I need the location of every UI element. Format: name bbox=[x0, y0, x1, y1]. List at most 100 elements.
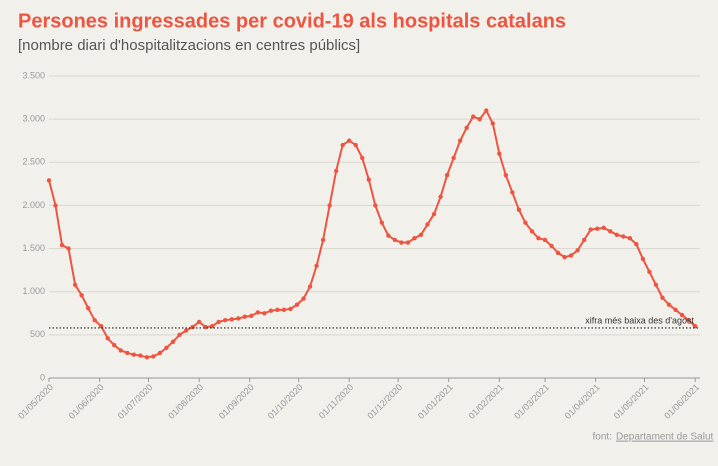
point bbox=[516, 207, 522, 212]
point bbox=[477, 116, 482, 122]
point bbox=[223, 317, 228, 323]
point bbox=[138, 353, 143, 358]
point bbox=[647, 269, 652, 275]
point bbox=[353, 142, 358, 148]
point bbox=[183, 328, 189, 333]
point bbox=[542, 237, 548, 243]
x-tick-label: 01/03/2021 bbox=[512, 382, 551, 421]
point bbox=[666, 302, 672, 307]
point bbox=[373, 203, 378, 208]
point bbox=[490, 121, 495, 126]
point bbox=[66, 246, 71, 251]
point bbox=[464, 125, 469, 130]
reference-label: xifra més baixa des d'agost bbox=[585, 315, 694, 325]
point bbox=[581, 237, 587, 243]
point bbox=[294, 302, 300, 307]
series-line bbox=[48, 108, 696, 359]
point bbox=[497, 151, 502, 156]
x-tick-label: 01/10/2020 bbox=[266, 382, 305, 421]
point bbox=[412, 236, 417, 241]
point bbox=[621, 234, 626, 239]
x-tick-label: 01/06/2020 bbox=[67, 382, 106, 421]
point bbox=[347, 138, 352, 143]
x-tick-label: 01/05/2021 bbox=[612, 382, 651, 421]
point bbox=[660, 295, 665, 300]
point bbox=[686, 317, 691, 323]
point bbox=[503, 173, 509, 178]
point bbox=[614, 232, 619, 237]
x-tick-label: 01/09/2020 bbox=[217, 382, 256, 421]
point bbox=[209, 324, 215, 329]
point bbox=[595, 226, 600, 231]
point bbox=[157, 350, 163, 356]
y-tick-label: 1.000 bbox=[22, 286, 45, 296]
point bbox=[471, 114, 476, 119]
point bbox=[46, 178, 52, 183]
x-tick-label: 01/07/2020 bbox=[116, 382, 155, 421]
point bbox=[203, 324, 208, 330]
point bbox=[555, 250, 561, 256]
y-tick-label: 2.500 bbox=[22, 157, 45, 167]
y-tick-label: 2.000 bbox=[22, 200, 45, 210]
point bbox=[457, 138, 463, 143]
point bbox=[379, 220, 385, 225]
point bbox=[164, 345, 169, 350]
y-tick-label: 0 bbox=[40, 372, 45, 382]
source-link[interactable]: Departament de Salut bbox=[616, 432, 714, 443]
point bbox=[399, 240, 404, 245]
point bbox=[92, 317, 97, 323]
point bbox=[360, 155, 365, 161]
point bbox=[262, 311, 267, 316]
point bbox=[673, 307, 678, 313]
point bbox=[170, 339, 176, 344]
x-tick-label: 01/02/2021 bbox=[466, 382, 505, 421]
point bbox=[177, 332, 182, 338]
point bbox=[392, 237, 398, 243]
point bbox=[568, 253, 574, 258]
x-tick-label: 01/01/2021 bbox=[416, 382, 455, 421]
point bbox=[692, 324, 698, 329]
point bbox=[85, 305, 91, 311]
point bbox=[196, 319, 202, 325]
point bbox=[151, 354, 156, 359]
point bbox=[301, 296, 306, 301]
point bbox=[549, 243, 554, 249]
point bbox=[425, 222, 430, 227]
x-tick-label: 01/11/2020 bbox=[317, 382, 355, 420]
point bbox=[288, 306, 293, 312]
x-tick-label: 01/06/2021 bbox=[662, 382, 701, 421]
point bbox=[562, 255, 567, 260]
point bbox=[653, 282, 659, 288]
point bbox=[575, 248, 580, 253]
point bbox=[320, 237, 326, 243]
point bbox=[144, 355, 150, 360]
chart-subtitle: [nombre diari d'hospitalitzacions en cen… bbox=[18, 37, 360, 54]
point bbox=[536, 236, 541, 241]
point bbox=[405, 240, 411, 245]
point bbox=[59, 242, 65, 248]
point bbox=[79, 292, 84, 298]
y-tick-label: 1.500 bbox=[22, 243, 45, 253]
point bbox=[386, 233, 391, 238]
point bbox=[634, 242, 639, 247]
point bbox=[640, 256, 646, 262]
point bbox=[523, 220, 528, 225]
point bbox=[333, 168, 339, 174]
point bbox=[72, 282, 78, 288]
y-tick-label: 500 bbox=[30, 329, 45, 339]
point bbox=[418, 232, 424, 237]
point bbox=[281, 307, 287, 313]
point bbox=[229, 317, 234, 322]
point bbox=[236, 316, 241, 321]
y-tick-label: 3.000 bbox=[22, 114, 45, 124]
source-prefix: font: bbox=[593, 432, 612, 443]
point bbox=[444, 173, 450, 178]
point bbox=[314, 263, 319, 269]
point bbox=[327, 203, 332, 208]
point bbox=[510, 190, 515, 195]
point bbox=[53, 203, 58, 208]
point bbox=[431, 211, 437, 217]
x-tick-label: 01/05/2020 bbox=[16, 382, 55, 421]
point bbox=[275, 307, 280, 313]
